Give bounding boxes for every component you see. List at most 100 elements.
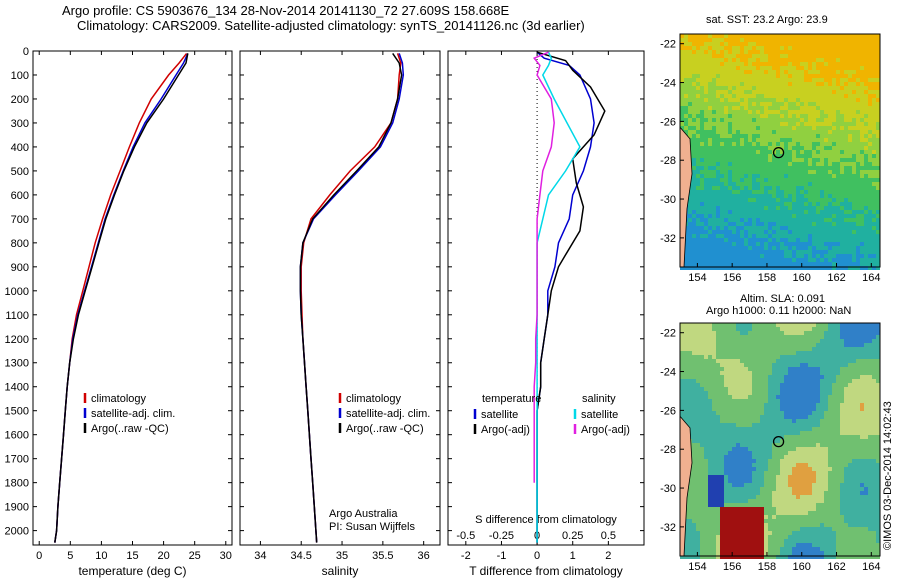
sla-map bbox=[679, 323, 880, 559]
y-tick-label: 100 bbox=[11, 70, 29, 82]
y-tick-label: -24 bbox=[660, 78, 676, 90]
x-tick-label: 34.5 bbox=[291, 550, 312, 562]
x-tick-label: 160 bbox=[793, 272, 811, 284]
series-line-climatology bbox=[54, 52, 188, 543]
series-line-salinity-satellite bbox=[536, 51, 581, 543]
x-tick-label: 0 bbox=[36, 550, 42, 562]
sla-map-subtitle: Argo h1000: 0.11 h2000: NaN bbox=[706, 305, 852, 317]
y-tick-label: -32 bbox=[660, 522, 676, 534]
y-tick-label: 1800 bbox=[5, 478, 29, 490]
y-tick-label: -30 bbox=[660, 483, 676, 495]
y-tick-label: 2000 bbox=[5, 526, 29, 538]
series-line-temperature-satellite bbox=[536, 51, 595, 543]
x-tick-label: 158 bbox=[758, 561, 776, 573]
legend-label: satellite-adj. clim. bbox=[91, 408, 175, 420]
x-tick-label: 34 bbox=[254, 550, 266, 562]
sst-map-title: sat. SST: 23.2 Argo: 23.9 bbox=[706, 14, 828, 26]
sst-map bbox=[679, 34, 880, 270]
x2-tick-label: 0.25 bbox=[562, 530, 583, 542]
x-tick-label: 154 bbox=[688, 561, 706, 573]
x-tick-label: 162 bbox=[827, 561, 845, 573]
x-tick-label: 156 bbox=[723, 561, 741, 573]
map-frame bbox=[679, 322, 881, 557]
y-tick-label: -26 bbox=[660, 116, 676, 128]
y-tick-label: 1600 bbox=[5, 430, 29, 442]
y-tick-label: 1300 bbox=[5, 358, 29, 370]
x-tick-label: 35 bbox=[336, 550, 348, 562]
x-tick-label: 25 bbox=[189, 550, 201, 562]
legend-label: Argo(..raw -QC) bbox=[346, 423, 424, 435]
panel-frame bbox=[447, 50, 645, 546]
x-axis-label: temperature (deg C) bbox=[78, 564, 186, 578]
y-tick-label: 800 bbox=[11, 238, 29, 250]
x-tick-label: -1 bbox=[497, 550, 507, 562]
x-tick-label: 162 bbox=[827, 272, 845, 284]
x-tick-label: 36 bbox=[418, 550, 430, 562]
y-tick-label: 1400 bbox=[5, 382, 29, 394]
y-tick-label: 300 bbox=[11, 118, 29, 130]
series-line-climatology bbox=[300, 53, 402, 543]
figure-title: Argo profile: CS 5903676_134 28-Nov-2014… bbox=[62, 3, 510, 18]
y-tick-label: -26 bbox=[660, 405, 676, 417]
legend-group-title: salinity bbox=[582, 393, 616, 405]
legend-label: Argo(-adj) bbox=[481, 424, 530, 436]
panel-annotation: PI: Susan Wijffels bbox=[329, 521, 415, 533]
argo-position-marker bbox=[772, 146, 785, 159]
x-axis-label: salinity bbox=[322, 564, 359, 578]
y-tick-label: 1100 bbox=[5, 310, 29, 322]
x2-axis-label: S difference from climatology bbox=[475, 514, 617, 526]
x-tick-label: 10 bbox=[95, 550, 107, 562]
y-tick-label: 200 bbox=[11, 94, 29, 106]
series-line-argo-raw-qc- bbox=[299, 52, 403, 543]
panel-frame bbox=[239, 50, 441, 546]
series-line-argo-raw-qc- bbox=[54, 53, 189, 543]
x-tick-label: 0 bbox=[534, 550, 540, 562]
x-tick-label: 1 bbox=[570, 550, 576, 562]
y-tick-label: -32 bbox=[660, 233, 676, 245]
legend-label: Argo(..raw -QC) bbox=[91, 423, 169, 435]
figure-subtitle: Climatology: CARS2009. Satellite-adjuste… bbox=[77, 18, 585, 33]
y-tick-label: -30 bbox=[660, 194, 676, 206]
sla-map-title: Altim. SLA: 0.091 bbox=[740, 293, 825, 305]
x2-tick-label: 0.5 bbox=[601, 530, 616, 542]
map-frame bbox=[679, 33, 881, 268]
x-axis-label: T difference from climatology bbox=[469, 564, 623, 578]
x-tick-label: 158 bbox=[758, 272, 776, 284]
x-tick-label: 2 bbox=[605, 550, 611, 562]
x-tick-label: 164 bbox=[862, 561, 880, 573]
panel-frame bbox=[32, 50, 233, 546]
legend-label: Argo(-adj) bbox=[581, 424, 630, 436]
x-tick-label: 15 bbox=[126, 550, 138, 562]
y-tick-label: 0 bbox=[23, 46, 29, 58]
series-line-satellite-adj-clim- bbox=[54, 53, 189, 543]
legend-label: climatology bbox=[91, 393, 147, 405]
y-tick-label: -24 bbox=[660, 367, 676, 379]
x-tick-label: 35.5 bbox=[372, 550, 393, 562]
y-tick-label: 1200 bbox=[5, 334, 29, 346]
y-tick-label: 700 bbox=[11, 214, 29, 226]
y-tick-label: 900 bbox=[11, 262, 29, 274]
x2-tick-label: -0.5 bbox=[456, 530, 475, 542]
y-tick-label: -28 bbox=[660, 444, 676, 456]
y-tick-label: 1500 bbox=[5, 406, 29, 418]
y-tick-label: 400 bbox=[11, 142, 29, 154]
y-tick-label: -22 bbox=[660, 39, 676, 51]
series-line-salinity-argo-adj- bbox=[532, 51, 555, 483]
y-tick-label: -28 bbox=[660, 155, 676, 167]
legend-label: satellite-adj. clim. bbox=[346, 408, 430, 420]
y-tick-label: 1900 bbox=[5, 502, 29, 514]
y-tick-label: 600 bbox=[11, 190, 29, 202]
legend-label: satellite bbox=[581, 409, 618, 421]
x-tick-label: 5 bbox=[67, 550, 73, 562]
x-tick-label: 164 bbox=[862, 272, 880, 284]
y-tick-label: -22 bbox=[660, 328, 676, 340]
y-tick-label: 1000 bbox=[5, 286, 29, 298]
x-tick-label: 20 bbox=[157, 550, 169, 562]
panel-annotation: Argo Australia bbox=[329, 508, 398, 520]
y-tick-label: 500 bbox=[11, 166, 29, 178]
x-tick-label: 160 bbox=[793, 561, 811, 573]
y-tick-label: 1700 bbox=[5, 454, 29, 466]
copyright-stamp: ©IMOS 03-Dec-2014 14:02:43 bbox=[882, 401, 894, 550]
x-tick-label: -2 bbox=[461, 550, 471, 562]
